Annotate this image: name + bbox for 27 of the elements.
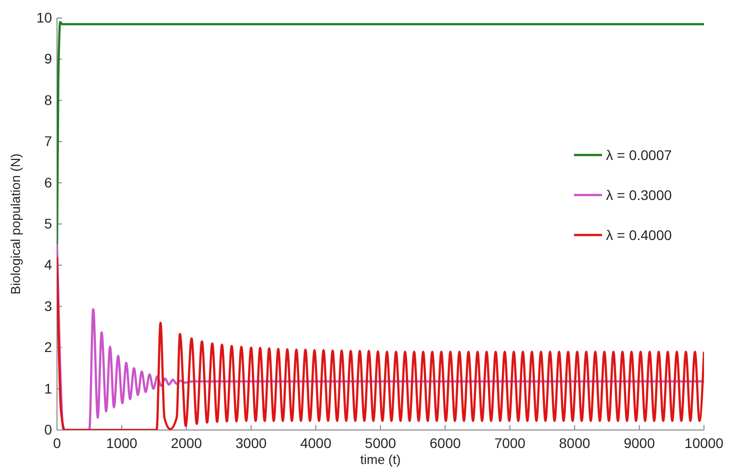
y-tick-label: 3 — [44, 298, 52, 314]
x-tick-label: 3000 — [236, 434, 267, 451]
legend-label: λ = 0.3000 — [606, 187, 672, 203]
legend-label: λ = 0.4000 — [606, 227, 672, 243]
y-tick-label: 9 — [44, 50, 52, 67]
y-tick-label: 5 — [44, 215, 52, 232]
y-tick-label: 4 — [44, 256, 52, 273]
y-axis-title: Biological population (N) — [8, 154, 23, 294]
y-tick-label: 6 — [44, 174, 52, 190]
y-tick-label: 1 — [44, 380, 52, 396]
x-tick-label: 6000 — [430, 434, 461, 451]
y-tick-label: 10 — [36, 9, 52, 26]
y-tick-label: 0 — [44, 421, 52, 438]
line-series — [57, 21, 704, 246]
x-tick-label: 10000 — [684, 434, 724, 451]
x-tick-label: 9000 — [624, 434, 656, 451]
y-tick-label: 7 — [44, 133, 52, 150]
x-axis-title: time (t) — [360, 452, 401, 467]
x-tick-label: 8000 — [559, 434, 590, 451]
x-tick-label: 2000 — [170, 434, 202, 451]
x-tick-label: 5000 — [364, 434, 396, 451]
legend-label: λ = 0.0007 — [606, 147, 672, 163]
x-tick-label: 1000 — [106, 434, 138, 451]
y-tick-label: 8 — [44, 92, 52, 108]
x-tick-label: 7000 — [494, 434, 526, 451]
y-tick-label: 2 — [44, 339, 52, 356]
x-tick-label: 4000 — [300, 434, 332, 451]
